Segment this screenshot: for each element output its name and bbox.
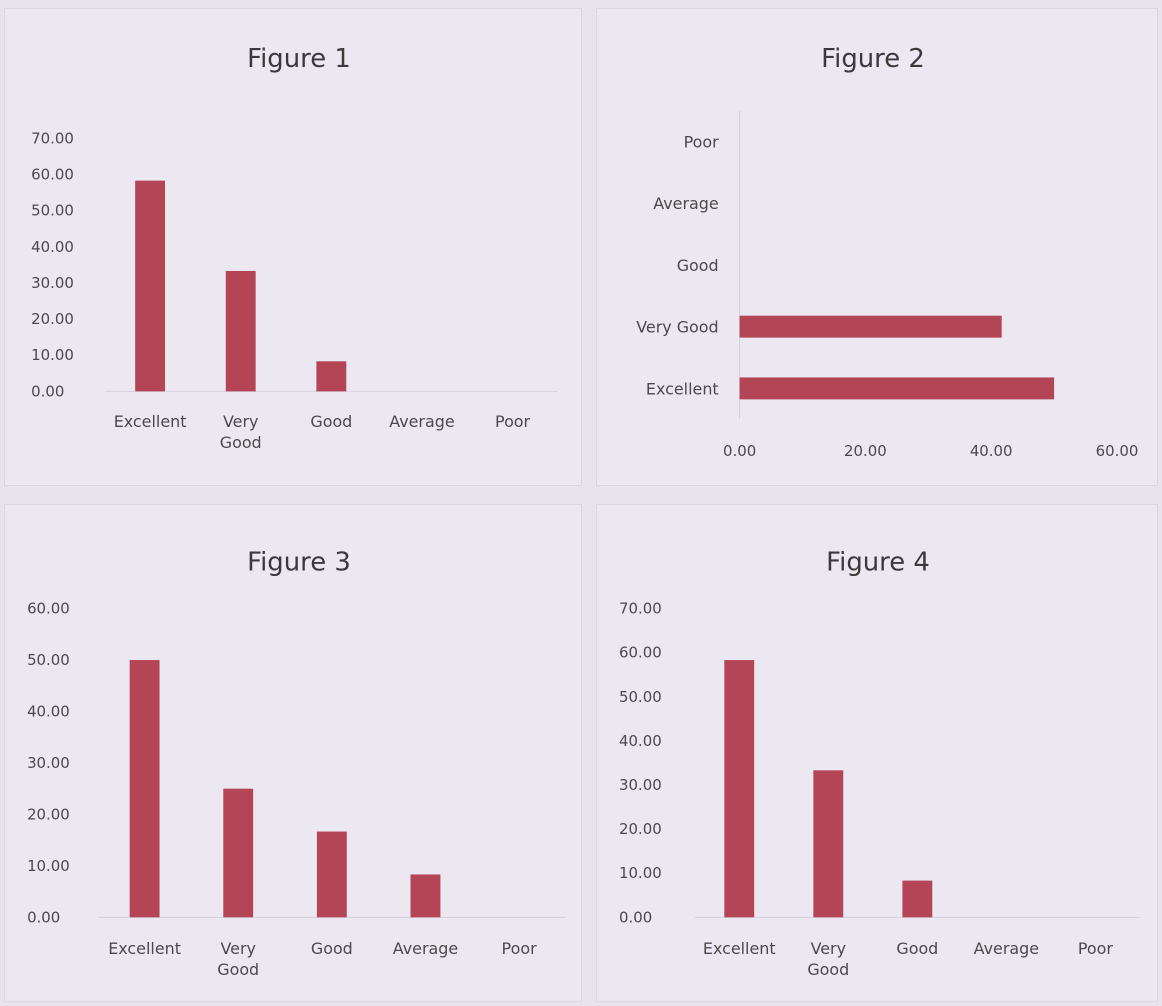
chart-title: Figure 1	[247, 44, 351, 74]
figure-4-panel: Figure 4 0.00 10.00 20.00 30.00 40.00 50.00 60.…	[596, 504, 1158, 1002]
bar-very-good	[739, 315, 1002, 338]
bar-good	[316, 361, 347, 392]
y-tick-label: 30.00	[31, 274, 74, 292]
category-label: Excellent	[108, 939, 181, 958]
category-label: Very Good	[636, 318, 718, 337]
y-tick-label: 40.00	[31, 238, 74, 256]
category-label: Good	[677, 256, 719, 275]
bar-excellent	[129, 660, 160, 918]
figure-4-chart: Figure 4 0.00 10.00 20.00 30.00 40.00 50.00 60.…	[619, 548, 1140, 979]
y-tick-label: 20.00	[619, 820, 662, 838]
category-label: Very Good	[807, 939, 849, 979]
y-tick-label: 30.00	[619, 776, 662, 794]
y-tick-label: 40.00	[27, 702, 70, 720]
category-label: Average	[653, 194, 718, 213]
bar-excellent	[739, 377, 1055, 400]
category-label: Average	[974, 939, 1039, 958]
category-label: Average	[393, 939, 458, 958]
y-tick-label: 60.00	[619, 644, 662, 662]
category-label: Excellent	[646, 379, 719, 398]
y-tick-label: 50.00	[27, 651, 70, 669]
x-tick-label: 40.00	[970, 442, 1013, 460]
figure-2-panel: Figure 2 0.00 20.00 40.00 60.00 Excellent Very…	[596, 8, 1158, 486]
chart-title: Figure 4	[826, 548, 930, 578]
y-tick-label: 0.00	[27, 908, 60, 926]
bar-excellent	[135, 180, 166, 392]
y-tick-label: 60.00	[27, 600, 70, 618]
figure-1-chart: Figure 1 0.00 10.00 20.00 30.00 40.00 50.00 60.…	[31, 44, 558, 452]
x-tick-label: 0.00	[723, 442, 756, 460]
figure-1-panel: Figure 1 0.00 10.00 20.00 30.00 40.00 50.00 60.…	[4, 8, 582, 486]
bar-average	[410, 874, 441, 918]
y-tick-label: 20.00	[27, 805, 70, 823]
category-label: Excellent	[114, 412, 187, 431]
y-tick-label: 70.00	[619, 600, 662, 618]
bar-good	[902, 880, 933, 918]
bar-very-good	[225, 270, 256, 392]
figure-3-chart: Figure 3 0.00 10.00 20.00 30.00 40.00 50.00 60.…	[27, 548, 566, 979]
bar-good	[316, 831, 347, 918]
x-tick-label: 60.00	[1096, 442, 1139, 460]
y-tick-label: 0.00	[619, 908, 652, 926]
category-label: Poor	[684, 132, 720, 151]
y-tick-label: 20.00	[31, 310, 74, 328]
bar-excellent	[724, 660, 755, 918]
y-tick-label: 40.00	[619, 732, 662, 750]
figure-2-chart: Figure 2 0.00 20.00 40.00 60.00 Excellent Very…	[636, 44, 1139, 460]
chart-title: Figure 2	[821, 44, 925, 74]
y-tick-label: 50.00	[619, 688, 662, 706]
category-label: Poor	[1078, 939, 1114, 958]
category-label: Good	[896, 939, 938, 958]
category-label: Very Good	[217, 939, 259, 979]
figure-3-panel: Figure 3 0.00 10.00 20.00 30.00 40.00 50.00 60.…	[4, 504, 582, 1002]
category-label: Very Good	[220, 412, 262, 452]
chart-title: Figure 3	[247, 548, 351, 578]
y-tick-label: 10.00	[27, 857, 70, 875]
y-tick-label: 30.00	[27, 754, 70, 772]
category-label: Excellent	[703, 939, 776, 958]
x-tick-label: 20.00	[844, 442, 887, 460]
bar-very-good	[813, 770, 844, 918]
category-label: Good	[311, 939, 353, 958]
bar-very-good	[223, 788, 254, 918]
category-label: Average	[389, 412, 454, 431]
category-label: Poor	[495, 412, 531, 431]
y-tick-label: 50.00	[31, 202, 74, 220]
category-label: Poor	[502, 939, 538, 958]
y-tick-label: 0.00	[31, 382, 64, 400]
y-tick-label: 10.00	[31, 346, 74, 364]
category-label: Good	[310, 412, 352, 431]
y-tick-label: 10.00	[619, 864, 662, 882]
y-tick-label: 60.00	[31, 166, 74, 184]
y-tick-label: 70.00	[31, 129, 74, 147]
